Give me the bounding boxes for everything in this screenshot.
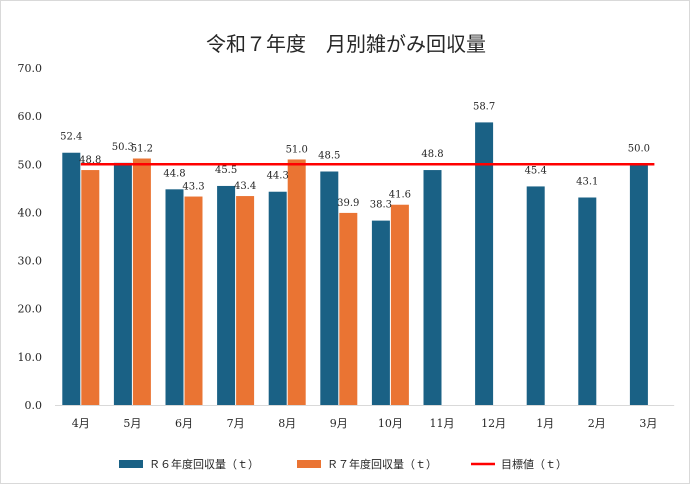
- legend-label: Ｒ６年度回収量（ｔ）: [149, 457, 259, 471]
- y-tick-label: 70.0: [18, 62, 43, 75]
- y-axis: 0.0 10.0 20.0 30.0 40.0 50.0 60.0 70.0: [18, 62, 43, 412]
- y-tick-label: 30.0: [18, 255, 43, 268]
- bar-r6: [475, 122, 494, 405]
- bar-r6: [268, 191, 287, 405]
- x-tick-label: 8月: [278, 417, 296, 430]
- data-label: 43.4: [234, 181, 256, 192]
- legend-label: Ｒ７年度回収量（ｔ）: [327, 457, 437, 471]
- bar-r6: [423, 170, 442, 405]
- x-tick-label: 1月: [536, 417, 554, 430]
- data-label: 41.6: [389, 190, 411, 201]
- bars: [62, 122, 648, 405]
- bar-r6: [320, 171, 339, 405]
- data-label: 43.3: [182, 182, 204, 193]
- bar-r6: [371, 220, 390, 405]
- data-label: 43.1: [576, 177, 598, 188]
- chart-title: 令和７年度 月別雑がみ回収量: [206, 32, 486, 56]
- data-label: 45.4: [525, 165, 547, 176]
- bar-r6: [578, 197, 597, 405]
- bar-r7: [287, 159, 306, 405]
- data-label: 50.0: [628, 143, 650, 154]
- data-label: 48.8: [421, 149, 443, 160]
- y-tick-label: 20.0: [18, 303, 43, 316]
- y-tick-label: 10.0: [18, 351, 43, 364]
- bar-r6: [629, 164, 648, 405]
- bar-r6: [113, 162, 132, 405]
- bar-r6: [165, 189, 184, 405]
- x-tick-label: 11月: [430, 417, 455, 430]
- bar-r7: [184, 196, 203, 405]
- data-label: 45.5: [215, 165, 237, 176]
- legend: Ｒ６年度回収量（ｔ） Ｒ７年度回収量（ｔ） 目標値（ｔ）: [119, 457, 567, 471]
- data-label: 58.7: [473, 101, 495, 112]
- x-tick-label: 5月: [123, 417, 141, 430]
- legend-swatch: [297, 460, 321, 468]
- x-tick-label: 10月: [378, 417, 403, 430]
- y-tick-label: 0.0: [25, 399, 43, 412]
- data-label: 51.0: [286, 144, 308, 155]
- data-label: 39.9: [337, 198, 359, 209]
- bar-r6: [217, 185, 236, 405]
- y-tick-label: 60.0: [18, 110, 43, 123]
- data-label: 44.3: [267, 171, 289, 182]
- bar-r7: [339, 212, 358, 405]
- data-label: 38.3: [370, 200, 392, 211]
- data-label: 52.4: [60, 132, 82, 143]
- x-tick-label: 3月: [639, 417, 657, 430]
- y-tick-label: 40.0: [18, 206, 43, 219]
- data-labels: 52.4 48.8 50.351.2 44.8 43.3 45.5 43.4 44.3 51.0…: [60, 101, 650, 210]
- x-tick-label: 4月: [72, 417, 90, 430]
- x-tick-label: 7月: [227, 417, 245, 430]
- legend-label: 目標値（ｔ）: [501, 457, 567, 471]
- bar-r7: [81, 170, 100, 405]
- x-tick-label: 12月: [481, 417, 506, 430]
- data-label: 44.8: [163, 168, 185, 179]
- bar-r7: [236, 196, 255, 405]
- bar-r7: [390, 204, 409, 405]
- data-label: 50.3: [112, 142, 134, 153]
- bar-r7: [132, 158, 151, 405]
- x-tick-label: 6月: [175, 417, 193, 430]
- data-label: 51.2: [131, 144, 153, 155]
- x-axis: 4月 5月 6月 7月 8月 9月 10月 11月 12月 1月 2月 3月: [55, 405, 675, 430]
- x-tick-label: 2月: [588, 417, 606, 430]
- legend-swatch: [119, 460, 143, 468]
- data-label: 48.5: [318, 151, 340, 162]
- bar-r6: [526, 186, 545, 405]
- y-tick-label: 50.0: [18, 158, 43, 171]
- data-label: 48.8: [79, 155, 101, 166]
- x-tick-label: 9月: [330, 417, 348, 430]
- bar-r6: [62, 152, 81, 405]
